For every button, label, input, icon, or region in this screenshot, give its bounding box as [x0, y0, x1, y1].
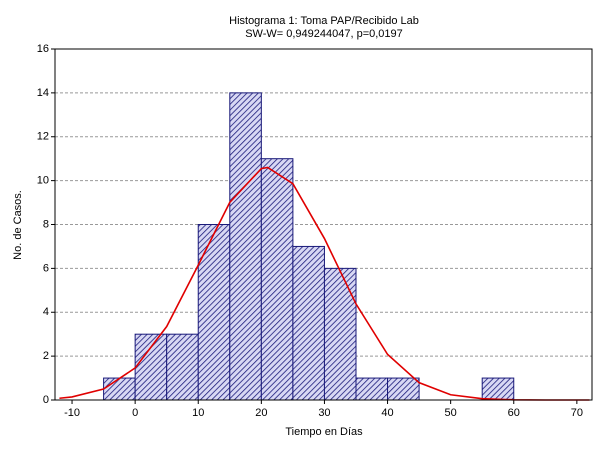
bar	[134, 333, 168, 401]
y-tick-label: 0	[43, 394, 49, 406]
x-tick-label: 0	[132, 407, 138, 419]
y-tick-label: 14	[37, 87, 49, 99]
y-tick-label: 12	[37, 131, 49, 143]
x-tick-label: 30	[318, 407, 330, 419]
y-tick-label: 4	[43, 306, 49, 318]
y-tick-label: 2	[43, 350, 49, 362]
x-tick-label: 10	[192, 407, 204, 419]
y-tick-label: 10	[37, 175, 49, 187]
y-tick-label: 16	[37, 43, 49, 55]
bar	[323, 267, 357, 401]
y-axis-label: No. de Casos.	[12, 190, 24, 260]
x-tick-label: 40	[381, 407, 393, 419]
bar	[197, 224, 231, 401]
x-tick-label: -10	[64, 407, 80, 419]
bar	[355, 377, 389, 401]
bar	[103, 377, 136, 401]
bar	[229, 92, 262, 401]
y-tick-label: 6	[43, 262, 49, 274]
bar	[481, 377, 515, 401]
bar	[387, 377, 420, 401]
x-tick-label: 20	[255, 407, 267, 419]
x-tick-label: 50	[445, 407, 457, 419]
x-tick-label: 70	[571, 407, 583, 419]
x-axis-label: Tiempo en Días	[285, 426, 363, 438]
bar	[292, 245, 325, 401]
y-tick-label: 8	[43, 218, 49, 230]
x-tick-label: 60	[508, 407, 520, 419]
bar	[260, 158, 294, 401]
plot-frame	[54, 48, 593, 401]
chart-subtitle: SW-W= 0,949244047, p=0,0197	[245, 28, 403, 40]
chart-title: Histograma 1: Toma PAP/Recibido Lab	[229, 15, 419, 27]
bar	[166, 333, 199, 401]
